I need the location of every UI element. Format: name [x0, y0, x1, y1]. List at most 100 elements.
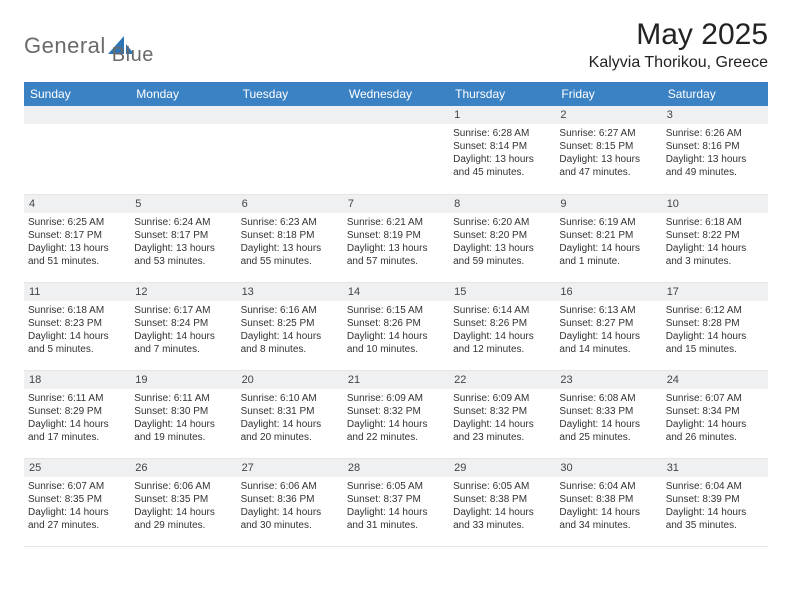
sunset-line: Sunset: 8:26 PM — [347, 317, 445, 330]
sunset-line: Sunset: 8:30 PM — [134, 405, 232, 418]
sunset-line: Sunset: 8:35 PM — [134, 493, 232, 506]
calendar-cell: 24Sunrise: 6:07 AMSunset: 8:34 PMDayligh… — [662, 371, 768, 459]
sunset-line: Sunset: 8:38 PM — [559, 493, 657, 506]
cell-content: Sunrise: 6:18 AMSunset: 8:22 PMDaylight:… — [662, 213, 768, 272]
day-number — [237, 106, 343, 124]
calendar-cell: 1Sunrise: 6:28 AMSunset: 8:14 PMDaylight… — [449, 106, 555, 195]
day-number: 29 — [449, 459, 555, 477]
sunset-line: Sunset: 8:36 PM — [241, 493, 339, 506]
day-number — [343, 106, 449, 124]
day-number: 5 — [130, 195, 236, 213]
cell-content: Sunrise: 6:05 AMSunset: 8:38 PMDaylight:… — [449, 477, 555, 536]
calendar-cell: 7Sunrise: 6:21 AMSunset: 8:19 PMDaylight… — [343, 195, 449, 283]
daylight-line: Daylight: 14 hours and 22 minutes. — [347, 418, 445, 444]
calendar-cell — [130, 106, 236, 195]
daylight-line: Daylight: 14 hours and 19 minutes. — [134, 418, 232, 444]
daylight-line: Daylight: 13 hours and 51 minutes. — [28, 242, 126, 268]
cell-content: Sunrise: 6:06 AMSunset: 8:35 PMDaylight:… — [130, 477, 236, 536]
sunrise-line: Sunrise: 6:08 AM — [559, 392, 657, 405]
sunset-line: Sunset: 8:19 PM — [347, 229, 445, 242]
daylight-line: Daylight: 14 hours and 3 minutes. — [666, 242, 764, 268]
sunrise-line: Sunrise: 6:05 AM — [347, 480, 445, 493]
day-number: 24 — [662, 371, 768, 389]
daylight-line: Daylight: 14 hours and 1 minute. — [559, 242, 657, 268]
daylight-line: Daylight: 14 hours and 8 minutes. — [241, 330, 339, 356]
day-number: 22 — [449, 371, 555, 389]
cell-content: Sunrise: 6:08 AMSunset: 8:33 PMDaylight:… — [555, 389, 661, 448]
calendar-cell: 21Sunrise: 6:09 AMSunset: 8:32 PMDayligh… — [343, 371, 449, 459]
cell-content: Sunrise: 6:16 AMSunset: 8:25 PMDaylight:… — [237, 301, 343, 360]
day-number: 14 — [343, 283, 449, 301]
cell-content: Sunrise: 6:18 AMSunset: 8:23 PMDaylight:… — [24, 301, 130, 360]
cell-content: Sunrise: 6:19 AMSunset: 8:21 PMDaylight:… — [555, 213, 661, 272]
calendar-week: 25Sunrise: 6:07 AMSunset: 8:35 PMDayligh… — [24, 459, 768, 547]
calendar-cell: 29Sunrise: 6:05 AMSunset: 8:38 PMDayligh… — [449, 459, 555, 547]
sunset-line: Sunset: 8:33 PM — [559, 405, 657, 418]
sunset-line: Sunset: 8:28 PM — [666, 317, 764, 330]
sunrise-line: Sunrise: 6:07 AM — [28, 480, 126, 493]
cell-content: Sunrise: 6:14 AMSunset: 8:26 PMDaylight:… — [449, 301, 555, 360]
daylight-line: Daylight: 14 hours and 27 minutes. — [28, 506, 126, 532]
sunset-line: Sunset: 8:24 PM — [134, 317, 232, 330]
day-number: 7 — [343, 195, 449, 213]
cell-content: Sunrise: 6:10 AMSunset: 8:31 PMDaylight:… — [237, 389, 343, 448]
day-number: 27 — [237, 459, 343, 477]
month-title: May 2025 — [589, 18, 768, 52]
cell-content: Sunrise: 6:23 AMSunset: 8:18 PMDaylight:… — [237, 213, 343, 272]
cell-content: Sunrise: 6:11 AMSunset: 8:29 PMDaylight:… — [24, 389, 130, 448]
daylight-line: Daylight: 14 hours and 34 minutes. — [559, 506, 657, 532]
sunset-line: Sunset: 8:27 PM — [559, 317, 657, 330]
calendar-cell: 27Sunrise: 6:06 AMSunset: 8:36 PMDayligh… — [237, 459, 343, 547]
sunset-line: Sunset: 8:34 PM — [666, 405, 764, 418]
cell-content: Sunrise: 6:12 AMSunset: 8:28 PMDaylight:… — [662, 301, 768, 360]
sunset-line: Sunset: 8:21 PM — [559, 229, 657, 242]
sunset-line: Sunset: 8:22 PM — [666, 229, 764, 242]
calendar-cell: 22Sunrise: 6:09 AMSunset: 8:32 PMDayligh… — [449, 371, 555, 459]
daylight-line: Daylight: 14 hours and 5 minutes. — [28, 330, 126, 356]
day-number: 20 — [237, 371, 343, 389]
day-header-cell: Sunday — [24, 82, 130, 106]
calendar-cell: 6Sunrise: 6:23 AMSunset: 8:18 PMDaylight… — [237, 195, 343, 283]
brand-word1: General — [24, 33, 106, 59]
sunrise-line: Sunrise: 6:19 AM — [559, 216, 657, 229]
day-header-cell: Saturday — [662, 82, 768, 106]
calendar-cell: 15Sunrise: 6:14 AMSunset: 8:26 PMDayligh… — [449, 283, 555, 371]
calendar-cell: 12Sunrise: 6:17 AMSunset: 8:24 PMDayligh… — [130, 283, 236, 371]
calendar-cell: 14Sunrise: 6:15 AMSunset: 8:26 PMDayligh… — [343, 283, 449, 371]
day-number: 11 — [24, 283, 130, 301]
daylight-line: Daylight: 14 hours and 25 minutes. — [559, 418, 657, 444]
sunrise-line: Sunrise: 6:27 AM — [559, 127, 657, 140]
sunrise-line: Sunrise: 6:18 AM — [28, 304, 126, 317]
sunrise-line: Sunrise: 6:06 AM — [134, 480, 232, 493]
day-number: 3 — [662, 106, 768, 124]
sunrise-line: Sunrise: 6:09 AM — [347, 392, 445, 405]
sunset-line: Sunset: 8:26 PM — [453, 317, 551, 330]
calendar-cell: 10Sunrise: 6:18 AMSunset: 8:22 PMDayligh… — [662, 195, 768, 283]
day-number: 23 — [555, 371, 661, 389]
cell-content: Sunrise: 6:04 AMSunset: 8:39 PMDaylight:… — [662, 477, 768, 536]
day-number: 9 — [555, 195, 661, 213]
sunset-line: Sunset: 8:15 PM — [559, 140, 657, 153]
calendar-cell — [24, 106, 130, 195]
cell-content: Sunrise: 6:07 AMSunset: 8:35 PMDaylight:… — [24, 477, 130, 536]
day-number: 25 — [24, 459, 130, 477]
sunrise-line: Sunrise: 6:05 AM — [453, 480, 551, 493]
calendar-cell: 20Sunrise: 6:10 AMSunset: 8:31 PMDayligh… — [237, 371, 343, 459]
calendar-cell: 8Sunrise: 6:20 AMSunset: 8:20 PMDaylight… — [449, 195, 555, 283]
cell-content: Sunrise: 6:13 AMSunset: 8:27 PMDaylight:… — [555, 301, 661, 360]
sunrise-line: Sunrise: 6:07 AM — [666, 392, 764, 405]
day-header-cell: Friday — [555, 82, 661, 106]
cell-content: Sunrise: 6:24 AMSunset: 8:17 PMDaylight:… — [130, 213, 236, 272]
daylight-line: Daylight: 14 hours and 33 minutes. — [453, 506, 551, 532]
calendar-cell: 31Sunrise: 6:04 AMSunset: 8:39 PMDayligh… — [662, 459, 768, 547]
cell-content: Sunrise: 6:26 AMSunset: 8:16 PMDaylight:… — [662, 124, 768, 183]
sunset-line: Sunset: 8:31 PM — [241, 405, 339, 418]
day-number: 13 — [237, 283, 343, 301]
day-number: 16 — [555, 283, 661, 301]
day-header-row: SundayMondayTuesdayWednesdayThursdayFrid… — [24, 82, 768, 106]
day-header-cell: Thursday — [449, 82, 555, 106]
daylight-line: Daylight: 14 hours and 14 minutes. — [559, 330, 657, 356]
sunrise-line: Sunrise: 6:12 AM — [666, 304, 764, 317]
sunset-line: Sunset: 8:29 PM — [28, 405, 126, 418]
location-text: Kalyvia Thorikou, Greece — [589, 54, 768, 72]
